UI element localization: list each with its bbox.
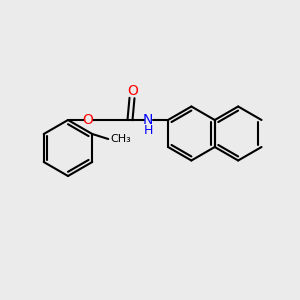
Text: O: O xyxy=(82,113,93,127)
Text: CH₃: CH₃ xyxy=(110,134,131,144)
Text: O: O xyxy=(128,84,138,98)
Text: H: H xyxy=(143,124,153,137)
Text: N: N xyxy=(143,113,153,127)
